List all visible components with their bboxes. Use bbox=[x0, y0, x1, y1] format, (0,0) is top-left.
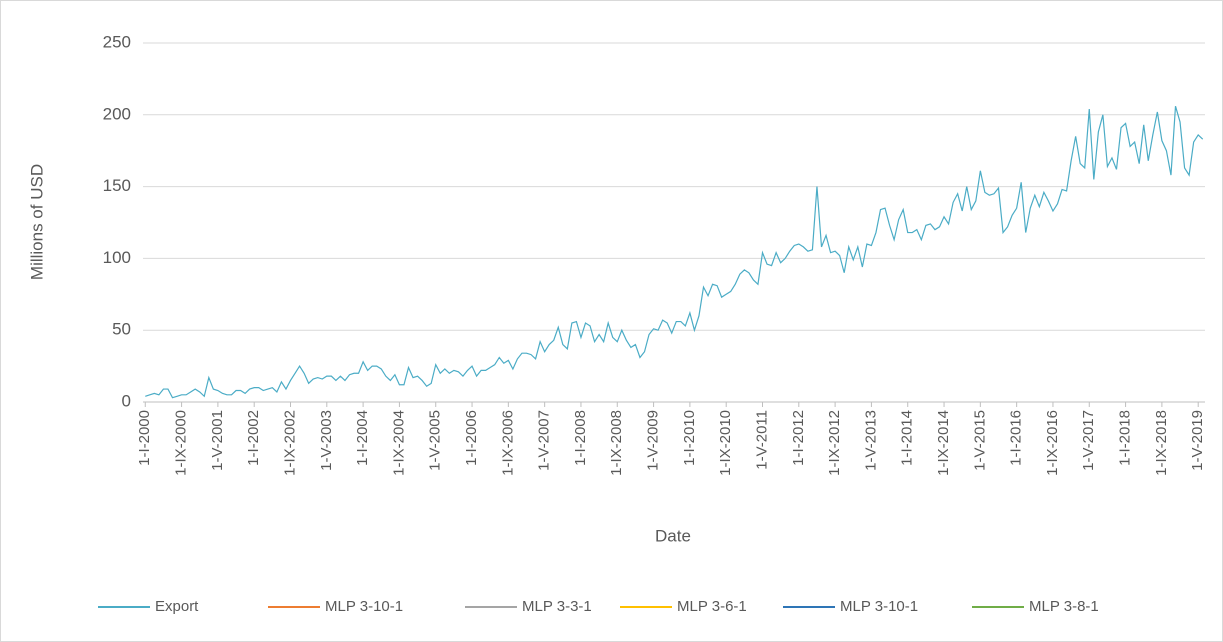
x-tick-label: 1-I-2002 bbox=[245, 410, 262, 466]
x-tick-label: 1-I-2006 bbox=[463, 410, 480, 466]
x-tick-label: 1-IX-2004 bbox=[390, 410, 407, 476]
legend-label: MLP 3-8-1 bbox=[1029, 598, 1099, 615]
y-axis-title: Millions of USD bbox=[27, 164, 46, 280]
x-tick-label: 1-V-2019 bbox=[1189, 410, 1206, 471]
x-axis-title: Date bbox=[655, 526, 691, 545]
x-tick-label: 1-V-2001 bbox=[209, 410, 226, 471]
x-tick-label: 1-V-2013 bbox=[862, 410, 879, 471]
x-tick-label: 1-IX-2006 bbox=[499, 410, 516, 476]
x-tick-label: 1-IX-2008 bbox=[608, 410, 625, 476]
legend-label: MLP 3-3-1 bbox=[522, 598, 592, 615]
legend-label: MLP 3-10-1 bbox=[325, 598, 403, 615]
y-tick-label: 250 bbox=[103, 32, 131, 51]
x-tick-label: 1-V-2005 bbox=[427, 410, 444, 471]
x-tick-label: 1-I-2016 bbox=[1008, 410, 1025, 466]
x-tick-label: 1-I-2014 bbox=[899, 410, 916, 466]
x-tick-label: 1-I-2008 bbox=[572, 410, 589, 466]
x-tick-label: 1-IX-2014 bbox=[935, 410, 952, 476]
legend-label: MLP 3-6-1 bbox=[677, 598, 747, 615]
y-tick-label: 100 bbox=[103, 248, 131, 267]
x-tick-label: 1-I-2012 bbox=[790, 410, 807, 466]
legend-label: Export bbox=[155, 598, 199, 615]
x-tick-label: 1-I-2018 bbox=[1117, 410, 1134, 466]
x-tick-label: 1-I-2010 bbox=[681, 410, 698, 466]
y-tick-label: 200 bbox=[103, 104, 131, 123]
x-tick-label: 1-I-2000 bbox=[136, 410, 153, 466]
legend-label: MLP 3-10-1 bbox=[840, 598, 918, 615]
x-tick-label: 1-I-2004 bbox=[354, 410, 371, 466]
y-tick-label: 0 bbox=[122, 391, 131, 410]
x-tick-label: 1-V-2011 bbox=[753, 410, 770, 470]
y-tick-label: 50 bbox=[112, 320, 131, 339]
x-tick-label: 1-V-2007 bbox=[536, 410, 553, 471]
y-tick-label: 150 bbox=[103, 176, 131, 195]
x-tick-label: 1-IX-2002 bbox=[281, 410, 298, 476]
x-tick-label: 1-V-2003 bbox=[318, 410, 335, 471]
x-tick-label: 1-IX-2012 bbox=[826, 410, 843, 476]
x-tick-label: 1-IX-2010 bbox=[717, 410, 734, 476]
data-line bbox=[145, 106, 1204, 399]
x-tick-label: 1-V-2009 bbox=[645, 410, 662, 471]
x-tick-label: 1-IX-2018 bbox=[1153, 410, 1170, 476]
x-tick-label: 1-IX-2000 bbox=[173, 410, 190, 476]
x-tick-label: 1-V-2015 bbox=[971, 410, 988, 471]
x-tick-label: 1-V-2017 bbox=[1080, 410, 1097, 471]
x-tick-label: 1-IX-2016 bbox=[1044, 410, 1061, 476]
